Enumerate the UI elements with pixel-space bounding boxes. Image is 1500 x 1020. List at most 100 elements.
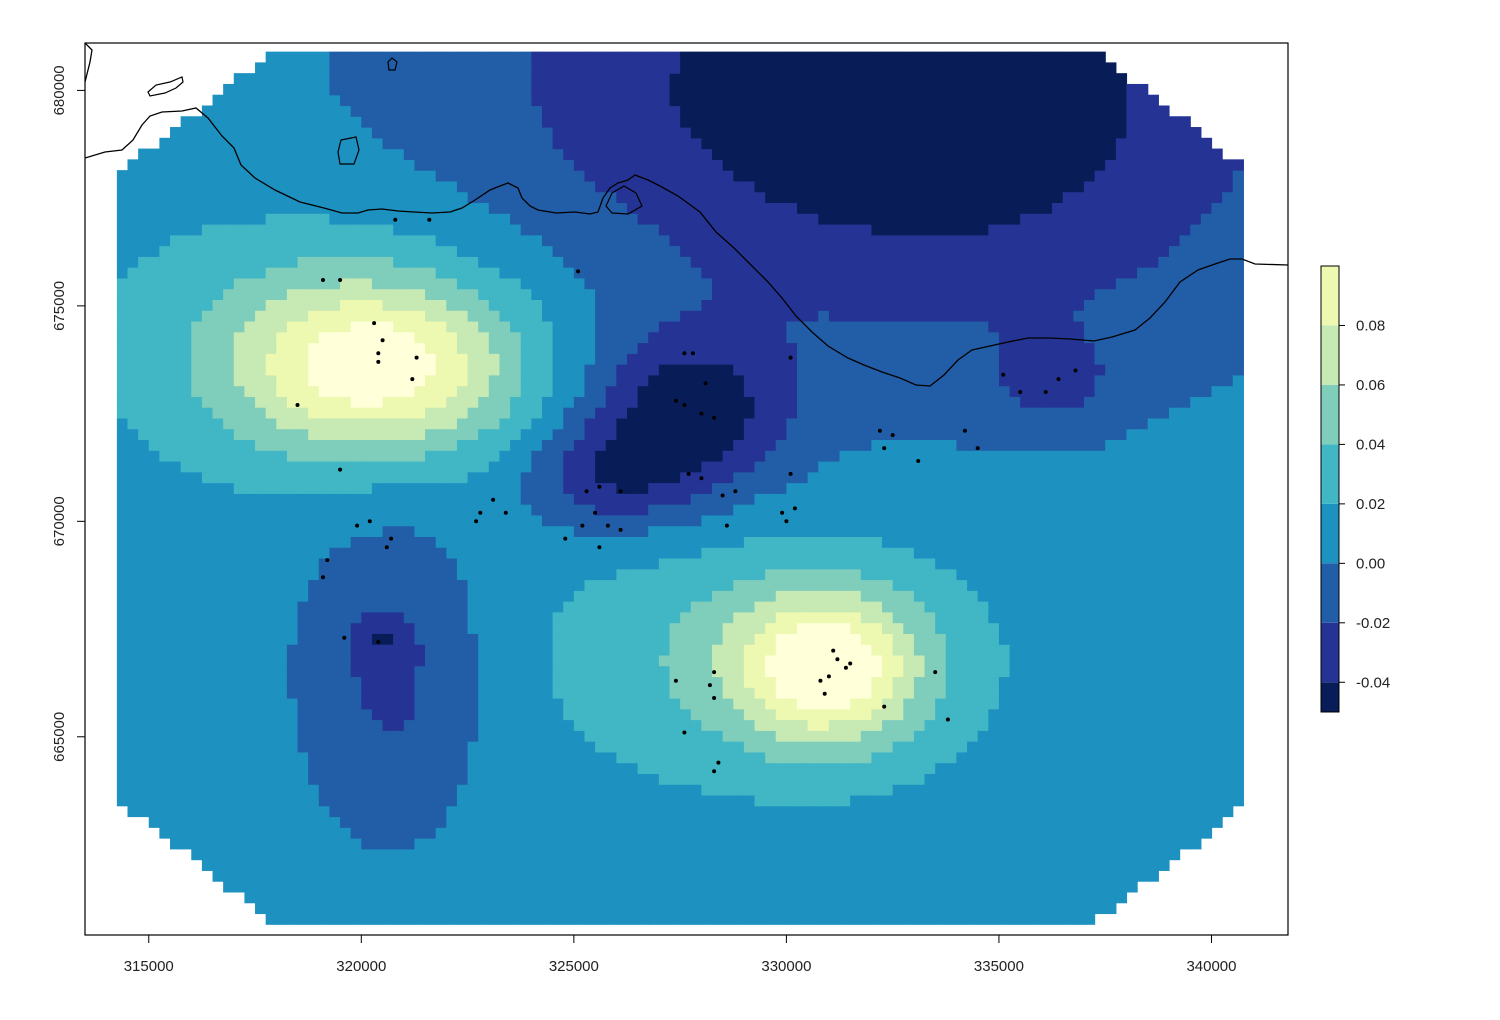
observation-point (503, 510, 508, 515)
legend-frame (1320, 265, 1340, 713)
observation-point (792, 506, 797, 511)
observation-point (890, 433, 895, 438)
observation-point (393, 217, 398, 222)
coastline-island-west (85, 43, 93, 83)
legend-tick-label: -0.04 (1356, 674, 1390, 691)
y-tick-label: 675000 (51, 281, 68, 331)
observation-point (720, 493, 725, 498)
observation-point (724, 523, 729, 528)
observation-point (690, 351, 695, 356)
observation-point (576, 269, 581, 274)
x-tick-label: 320000 (336, 958, 386, 975)
observation-point (355, 523, 360, 528)
y-tick-label: 680000 (51, 65, 68, 115)
observation-point (410, 377, 415, 382)
color-legend: 0.08 0.06 0.04 0.02 0.00 -0.02 -0.04 (1320, 265, 1390, 713)
observation-point (682, 403, 687, 407)
y-axis: 665000 670000 675000 680000 (51, 65, 86, 762)
observation-point (712, 670, 717, 675)
coastline-mainland (85, 107, 1288, 387)
x-tick-label: 325000 (549, 958, 599, 975)
observation-point (716, 760, 721, 765)
observation-point (376, 359, 381, 364)
observation-point (597, 484, 602, 489)
observation-point (712, 415, 717, 420)
observation-point (882, 704, 887, 709)
observation-point (699, 476, 704, 481)
observation-point (686, 471, 691, 476)
coastline-island-small-2 (387, 57, 398, 71)
observation-point (945, 717, 950, 722)
observation-point (975, 446, 980, 451)
observation-point (342, 635, 347, 640)
observation-point (478, 510, 483, 515)
legend-tick-label: 0.08 (1356, 317, 1385, 334)
coastline-island-small-3 (337, 136, 360, 165)
y-tick-label: 670000 (51, 496, 68, 546)
observation-point (1001, 372, 1006, 377)
coastline-island-small-1 (147, 76, 184, 97)
y-tick-label: 665000 (51, 712, 68, 762)
observation-point (962, 428, 967, 433)
observation-point (877, 428, 882, 433)
legend-swatch (1321, 266, 1339, 326)
observation-point (784, 519, 789, 524)
observation-point (376, 351, 381, 356)
observation-point (1056, 377, 1061, 382)
legend-tick-label: 0.02 (1356, 496, 1385, 513)
x-tick-label: 315000 (124, 958, 174, 975)
observation-point (673, 398, 678, 403)
observation-point (882, 446, 887, 451)
observation-point (321, 278, 325, 282)
observation-point (1018, 390, 1023, 394)
observation-point (780, 510, 785, 515)
observation-point (788, 355, 793, 360)
observation-point (831, 648, 836, 653)
observation-point (321, 575, 325, 580)
observation-point (843, 665, 848, 670)
observation-points (295, 217, 1078, 774)
x-axis: 315000 320000 325000 330000 335000 340000 (124, 934, 1237, 975)
observation-point (733, 489, 738, 494)
legend-tick-label: 0.04 (1356, 436, 1385, 453)
observation-point (295, 403, 300, 407)
observation-point (593, 510, 598, 515)
legend-tick-label: 0.00 (1356, 555, 1385, 572)
coastline-island-small-4 (605, 185, 643, 215)
observation-point (703, 381, 708, 386)
observation-point (822, 691, 827, 696)
observation-point (580, 523, 585, 528)
observation-point (338, 467, 343, 472)
observation-point (1073, 368, 1078, 373)
legend-swatch (1321, 325, 1339, 385)
observation-point (597, 545, 602, 550)
observation-point (712, 769, 717, 774)
legend-tick-label: -0.02 (1356, 615, 1390, 632)
observation-point (380, 338, 385, 343)
legend-swatch (1321, 444, 1339, 504)
observation-point (673, 678, 678, 683)
observation-point (682, 351, 687, 356)
observation-point (788, 471, 793, 476)
observation-point (933, 670, 938, 675)
observation-point (427, 217, 432, 222)
observation-point (376, 640, 381, 644)
observation-point (712, 696, 717, 700)
x-tick-label: 330000 (761, 958, 811, 975)
observation-point (367, 519, 372, 524)
legend-swatch (1321, 503, 1339, 564)
legend-swatch (1321, 384, 1339, 445)
observation-point (618, 489, 623, 494)
observation-point (682, 730, 687, 735)
legend-swatch (1321, 563, 1339, 623)
observation-point (474, 519, 479, 524)
observation-point (826, 674, 831, 679)
observation-point (389, 536, 394, 541)
legend-tick-label: 0.06 (1356, 377, 1385, 394)
coastline (85, 43, 1288, 387)
observation-point (707, 683, 712, 688)
observation-point (605, 523, 610, 528)
observation-point (848, 661, 853, 666)
observation-point (563, 536, 568, 541)
observation-point (916, 459, 921, 463)
